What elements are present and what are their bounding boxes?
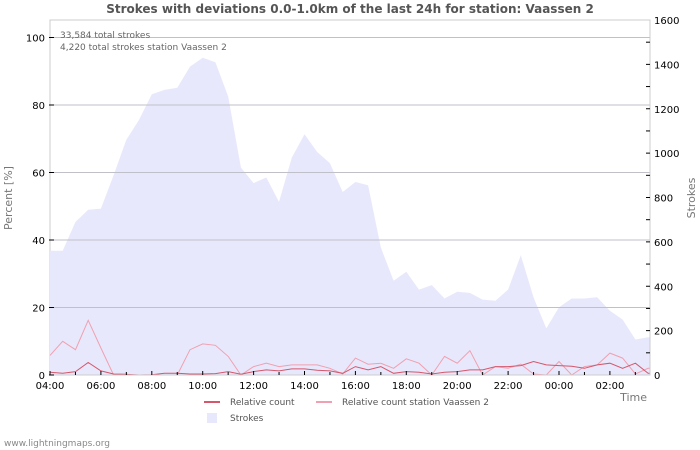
x-axis-label: Time [619,391,647,404]
right-tick-label: 1200 [654,105,679,116]
legend: Relative count Relative count station Va… [204,398,489,424]
left-axis-label: Percent [%] [2,166,15,230]
x-tick-label: 18:00 [392,381,421,392]
x-tick-label: 08:00 [137,381,166,392]
right-tick-label: 0 [654,371,660,382]
right-tick-label: 1600 [654,16,679,27]
grid-lines [50,37,650,308]
left-axis-ticks: 0 20 40 60 80 100 [26,34,54,382]
legend-strokes-swatch [207,413,217,423]
legend-relative-count-label: Relative count [230,398,295,408]
right-tick-label: 600 [654,238,673,249]
total-strokes-note: 33,584 total strokes [60,31,150,41]
left-tick-label: 80 [32,101,45,112]
legend-relative-count-station-label: Relative count station Vaassen 2 [342,398,489,408]
right-axis-ticks: 0 200 400 600 800 1000 1200 1400 1600 [646,16,679,382]
x-tick-label: 10:00 [188,381,217,392]
right-tick-label: 200 [654,327,673,338]
x-tick-label: 06:00 [86,381,115,392]
legend-strokes-label: Strokes [230,414,264,424]
left-tick-label: 40 [32,236,45,247]
left-tick-label: 60 [32,169,45,180]
right-tick-label: 1000 [654,149,679,160]
right-tick-label: 1400 [654,60,679,71]
x-tick-label: 02:00 [595,381,624,392]
left-tick-label: 20 [32,304,45,315]
strokes-area [50,57,650,375]
x-tick-label: 16:00 [341,381,370,392]
right-tick-label: 400 [654,282,673,293]
right-axis-label: Strokes [685,177,698,218]
x-axis-ticks: 04:00 06:00 08:00 10:00 12:00 14:00 16:00 18:00… [36,371,636,392]
x-tick-label: 12:00 [239,381,268,392]
right-tick-label: 800 [654,194,673,205]
left-tick-label: 100 [26,34,45,45]
chart-title: Strokes with deviations 0.0-1.0km of the… [106,2,594,16]
plot-area: 04:00 06:00 08:00 10:00 12:00 14:00 16:00 18:00… [26,16,680,392]
x-tick-label: 04:00 [36,381,65,392]
x-tick-label: 00:00 [545,381,574,392]
station-strokes-note: 4,220 total strokes station Vaassen 2 [60,43,227,53]
left-tick-label: 0 [39,371,45,382]
x-tick-label: 20:00 [443,381,472,392]
source-link[interactable]: www.lightningmaps.org [4,439,110,449]
x-tick-label: 22:00 [494,381,523,392]
x-tick-label: 14:00 [290,381,319,392]
